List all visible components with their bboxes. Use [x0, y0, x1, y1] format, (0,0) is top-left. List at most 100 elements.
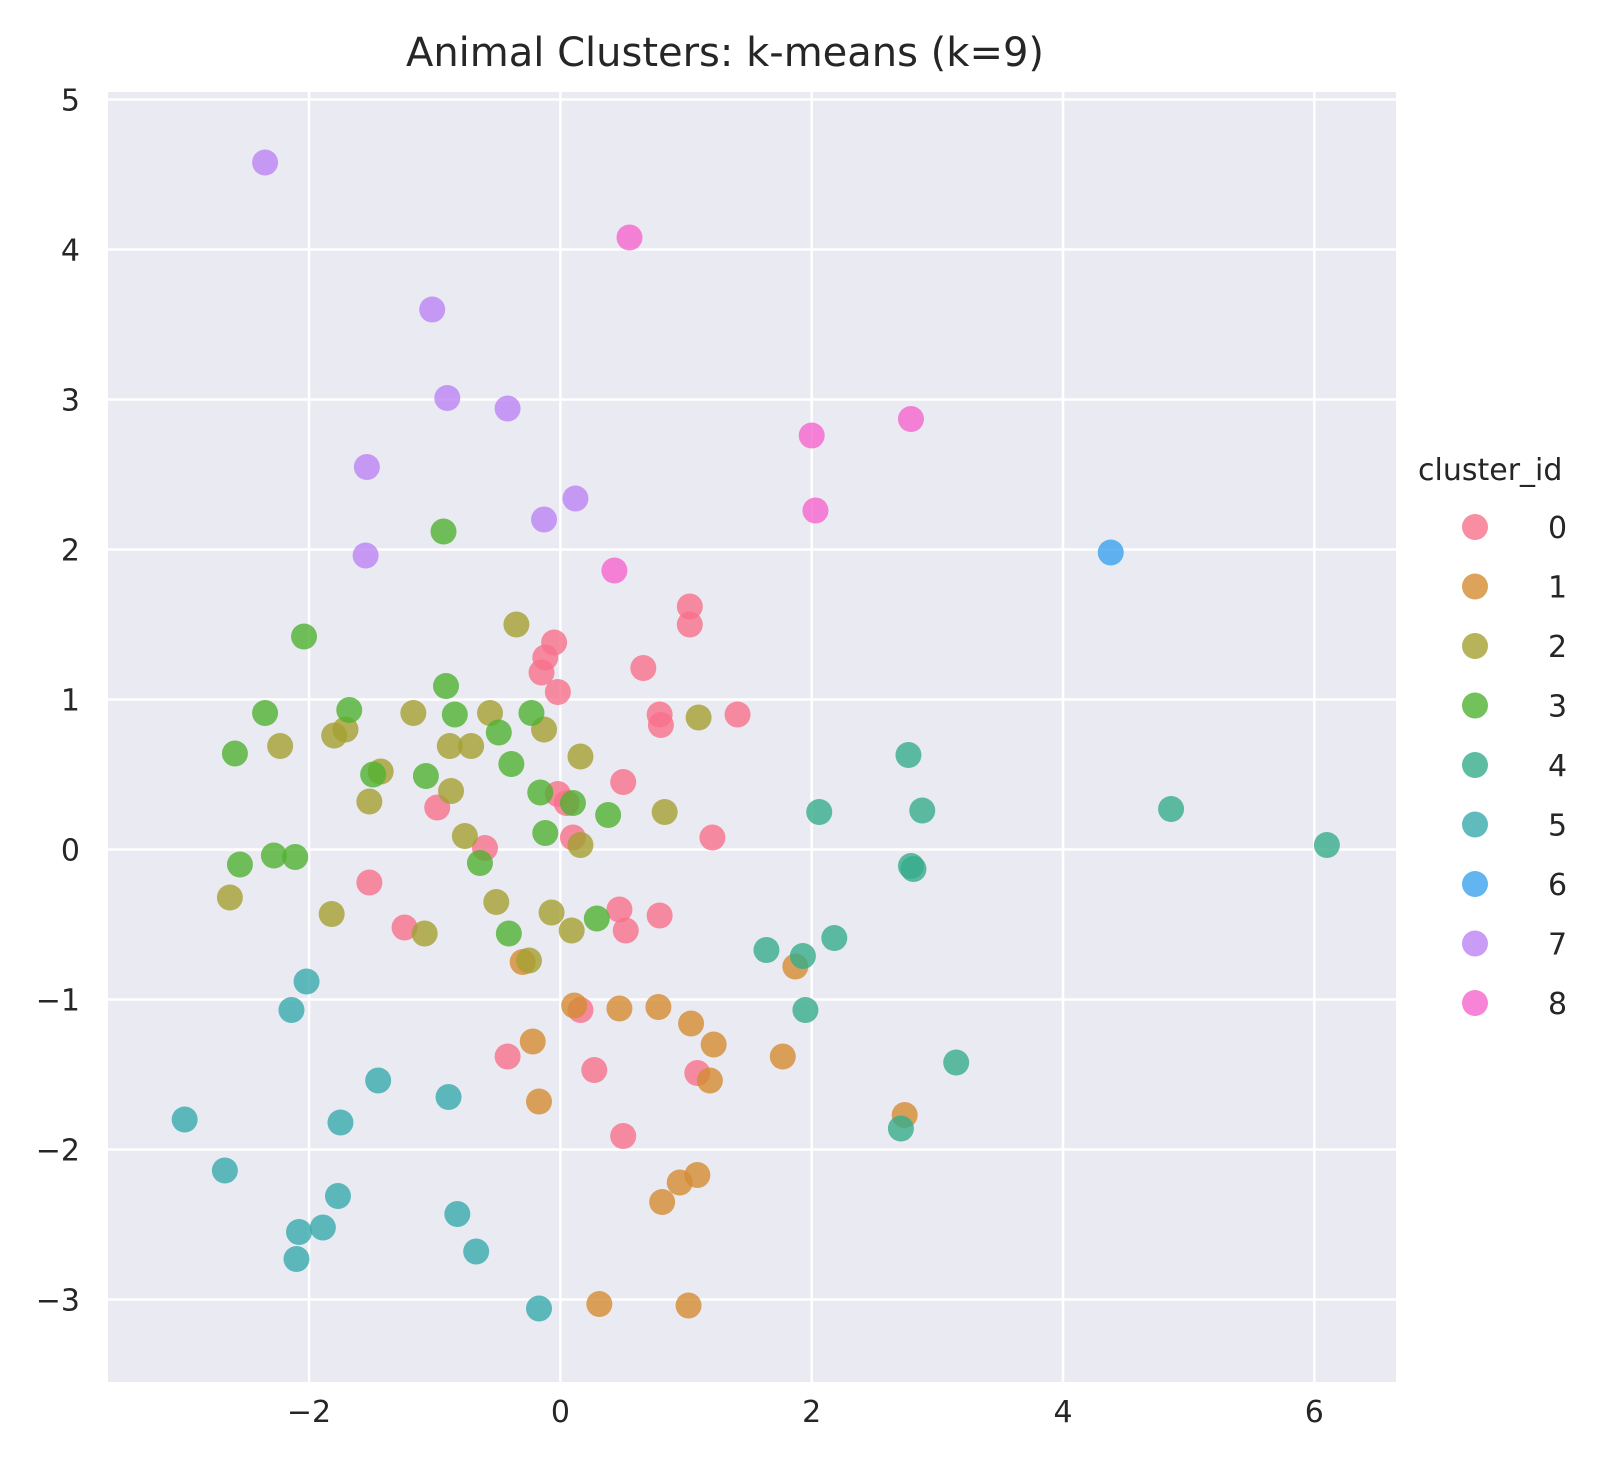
- scatter-point: [211, 1157, 238, 1184]
- scatter-point: [616, 224, 643, 251]
- scatter-point: [526, 1088, 553, 1115]
- scatter-point: [561, 992, 588, 1019]
- scatter-point: [562, 485, 589, 512]
- scatter-point: [485, 719, 512, 746]
- series-4: [753, 742, 1340, 1142]
- scatter-point: [1158, 796, 1185, 822]
- scatter-point: [260, 842, 287, 869]
- scatter-point: [267, 733, 294, 759]
- scatter-point: [483, 889, 510, 915]
- plot-area: [108, 92, 1396, 1382]
- scatter-point: [646, 902, 673, 929]
- scatter-point: [466, 850, 493, 876]
- scatter-point: [559, 790, 586, 816]
- scatter-point: [601, 557, 628, 584]
- legend-marker: [1462, 752, 1488, 778]
- y-tick-label: 4: [61, 234, 80, 269]
- scatter-point: [327, 1109, 354, 1136]
- scatter-point: [900, 856, 927, 882]
- scatter-point: [360, 761, 387, 788]
- scatter-point: [495, 920, 522, 947]
- legend-marker: [1462, 990, 1488, 1016]
- scatter-point: [458, 733, 485, 759]
- scatter-point: [321, 722, 348, 749]
- scatter-point: [610, 769, 637, 795]
- y-axis-ticks: −3 −2 −1 0 1 2 3 4 5: [36, 84, 80, 1319]
- scatter-point: [651, 799, 678, 825]
- scatter-point: [324, 1183, 351, 1209]
- chart-title: Animal Clusters: k-means (k=9): [406, 30, 1044, 76]
- scatter-point: [676, 611, 703, 638]
- y-tick-label: 5: [61, 84, 80, 119]
- scatter-point: [498, 751, 525, 777]
- scatter-point: [676, 593, 703, 620]
- scatter-points: [171, 149, 1340, 1322]
- scatter-point: [684, 1162, 711, 1188]
- scatter-point: [216, 884, 243, 911]
- scatter-point: [700, 1031, 727, 1058]
- scatter-point: [647, 712, 674, 738]
- scatter-point: [645, 994, 672, 1020]
- scatter-point: [586, 1291, 613, 1317]
- scatter-point: [789, 943, 816, 969]
- scatter-point: [581, 1057, 608, 1083]
- scatter-point: [527, 779, 554, 806]
- scatter-point: [699, 824, 726, 851]
- scatter-point: [595, 802, 622, 828]
- scatter-point: [435, 1084, 462, 1110]
- scatter-point: [441, 701, 468, 728]
- legend-marker: [1462, 811, 1488, 838]
- scatter-point: [802, 497, 829, 524]
- scatter-point: [519, 1028, 546, 1055]
- scatter-point: [411, 920, 438, 947]
- series-2: [216, 611, 712, 974]
- x-tick-label: −2: [287, 1395, 331, 1430]
- scatter-point: [897, 406, 924, 432]
- legend-label: 1: [1548, 571, 1567, 606]
- legend-marker: [1462, 573, 1488, 600]
- x-tick-label: 0: [551, 1395, 570, 1430]
- scatter-point: [436, 733, 463, 759]
- scatter-point: [558, 917, 585, 944]
- scatter-point: [221, 740, 248, 767]
- series-5: [171, 968, 553, 1322]
- scatter-point: [391, 914, 418, 941]
- scatter-point: [538, 899, 565, 926]
- scatter-point: [518, 700, 545, 726]
- scatter-point: [567, 832, 594, 858]
- scatter-point: [909, 797, 936, 824]
- legend-marker: [1462, 633, 1488, 659]
- scatter-point: [353, 454, 380, 480]
- scatter-point: [477, 700, 504, 726]
- scatter-point: [286, 1219, 313, 1245]
- scatter-point: [630, 655, 657, 681]
- y-tick-label: −3: [36, 1284, 80, 1319]
- scatter-point: [1313, 832, 1340, 858]
- scatter-point: [806, 799, 833, 825]
- scatter-point: [821, 925, 848, 951]
- scatter-point: [352, 542, 379, 569]
- scatter-point: [696, 1067, 723, 1094]
- x-tick-label: 2: [802, 1395, 821, 1430]
- y-tick-label: 3: [61, 384, 80, 419]
- scatter-point: [528, 659, 555, 686]
- scatter-point: [336, 697, 363, 723]
- scatter-point: [503, 611, 530, 638]
- scatter-point: [943, 1049, 970, 1076]
- scatter-point: [606, 896, 633, 923]
- legend-label: 5: [1548, 809, 1567, 844]
- scatter-point: [532, 820, 559, 846]
- scatter-point: [412, 763, 439, 789]
- scatter-point: [583, 905, 610, 932]
- scatter-point: [356, 788, 383, 815]
- scatter-point: [531, 506, 558, 533]
- scatter-point: [753, 937, 780, 963]
- legend-marker: [1462, 692, 1488, 719]
- y-tick-label: −2: [36, 1134, 80, 1169]
- scatter-point: [171, 1106, 198, 1133]
- scatter-point: [610, 1123, 637, 1149]
- legend-label: 2: [1548, 630, 1567, 665]
- scatter-point: [887, 1115, 914, 1142]
- series-1: [509, 949, 918, 1319]
- x-tick-label: 6: [1305, 1395, 1324, 1430]
